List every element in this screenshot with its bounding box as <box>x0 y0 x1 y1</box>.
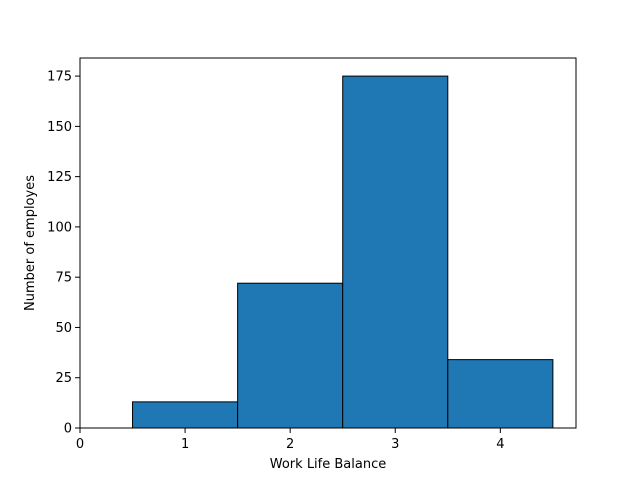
y-tick-label: 175 <box>47 70 72 85</box>
histogram-bar-4 <box>447 359 554 429</box>
x-tick-label: 3 <box>391 437 399 452</box>
y-tick-label: 25 <box>55 371 72 386</box>
x-tick-label: 0 <box>76 437 84 452</box>
y-tick-label: 0 <box>64 422 72 437</box>
plot-frame <box>79 57 577 429</box>
y-axis-ticks: 0 25 50 75 100 125 150 175 <box>47 70 80 437</box>
x-tick-label: 2 <box>286 437 294 452</box>
y-tick-label: 150 <box>47 120 72 135</box>
y-tick-label: 75 <box>55 271 72 286</box>
y-tick-label: 125 <box>47 170 72 185</box>
histogram-bar-1 <box>132 401 239 429</box>
x-tick-label: 1 <box>181 437 189 452</box>
y-tick-label: 50 <box>55 321 72 336</box>
y-tick-label: 100 <box>47 220 72 235</box>
bars-layer <box>132 75 554 429</box>
x-axis-ticks: 0 1 2 3 4 <box>76 428 504 452</box>
x-axis-label: Work Life Balance <box>270 457 386 472</box>
histogram-bar-2 <box>237 282 344 429</box>
x-tick-label: 4 <box>496 437 504 452</box>
y-axis-label: Number of employes <box>23 175 38 311</box>
histogram-bar-3 <box>342 75 449 429</box>
